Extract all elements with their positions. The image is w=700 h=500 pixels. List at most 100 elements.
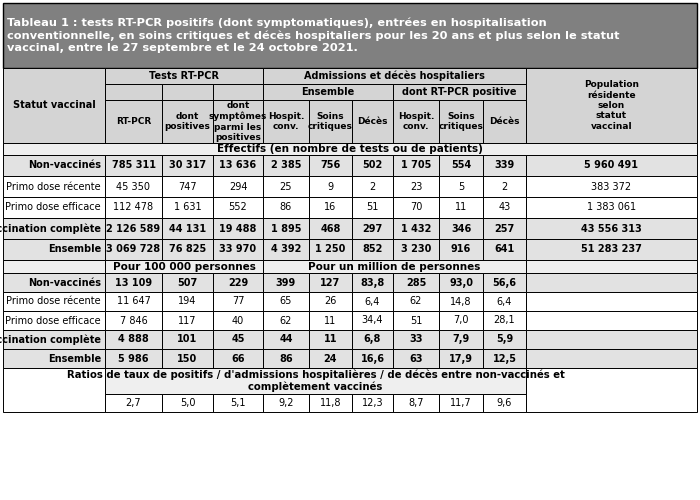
Bar: [213, 176, 263, 197]
Bar: [3, 155, 105, 176]
Bar: [483, 273, 526, 292]
Text: Soins
critiques: Soins critiques: [439, 112, 484, 131]
Text: 63: 63: [410, 354, 423, 364]
Bar: [213, 100, 263, 143]
Text: 6,4: 6,4: [365, 296, 380, 306]
Text: 43: 43: [498, 202, 510, 212]
Bar: [162, 176, 213, 197]
Text: 11,7: 11,7: [450, 398, 472, 408]
Bar: [483, 197, 526, 218]
Text: 25: 25: [280, 182, 293, 192]
Bar: [439, 273, 483, 292]
Text: 23: 23: [410, 182, 422, 192]
Bar: [263, 68, 526, 84]
Bar: [3, 311, 105, 330]
Text: 2,7: 2,7: [126, 398, 141, 408]
Text: 229: 229: [228, 278, 248, 287]
Text: Hospit.
conv.: Hospit. conv.: [398, 112, 434, 131]
Text: 6,4: 6,4: [497, 296, 512, 306]
Bar: [263, 311, 309, 330]
Bar: [526, 349, 697, 368]
Text: 502: 502: [363, 160, 383, 170]
Text: 2 385: 2 385: [271, 160, 301, 170]
Text: Tests RT-PCR: Tests RT-PCR: [149, 71, 219, 81]
Text: 5,1: 5,1: [230, 398, 246, 408]
Bar: [483, 311, 526, 330]
Bar: [309, 292, 352, 311]
Bar: [352, 155, 393, 176]
Bar: [309, 218, 352, 239]
Bar: [483, 394, 526, 412]
Bar: [439, 394, 483, 412]
Text: Ensemble: Ensemble: [48, 244, 101, 254]
Text: 13 636: 13 636: [219, 160, 257, 170]
Bar: [439, 292, 483, 311]
Bar: [483, 239, 526, 260]
Bar: [162, 197, 213, 218]
Text: 4 888: 4 888: [118, 334, 149, 344]
Text: 26: 26: [324, 296, 337, 306]
Text: 16: 16: [324, 202, 337, 212]
Bar: [393, 292, 439, 311]
Bar: [263, 155, 309, 176]
Bar: [3, 349, 105, 368]
Bar: [213, 311, 263, 330]
Bar: [263, 330, 309, 349]
Text: 1 631: 1 631: [174, 202, 202, 212]
Text: 9: 9: [328, 182, 334, 192]
Text: Hospit.
conv.: Hospit. conv.: [268, 112, 304, 131]
Text: dont RT-PCR positive: dont RT-PCR positive: [402, 87, 517, 97]
Bar: [526, 155, 697, 176]
Bar: [309, 197, 352, 218]
Bar: [105, 273, 162, 292]
Text: 916: 916: [451, 244, 471, 254]
Bar: [3, 143, 697, 155]
Bar: [3, 218, 105, 239]
Bar: [309, 349, 352, 368]
Text: 13 109: 13 109: [115, 278, 152, 287]
Text: 12,5: 12,5: [493, 354, 517, 364]
Bar: [526, 260, 697, 273]
Text: 150: 150: [177, 354, 197, 364]
Bar: [162, 349, 213, 368]
Text: 101: 101: [177, 334, 197, 344]
Text: 33 970: 33 970: [219, 244, 257, 254]
Bar: [3, 197, 105, 218]
Bar: [263, 100, 309, 143]
Bar: [213, 197, 263, 218]
Bar: [526, 197, 697, 218]
Text: 257: 257: [494, 224, 514, 234]
Bar: [393, 155, 439, 176]
Text: 44: 44: [279, 334, 293, 344]
Bar: [263, 273, 309, 292]
Text: 11: 11: [324, 316, 337, 326]
Text: Statut vaccinal: Statut vaccinal: [13, 100, 95, 110]
Text: Ensemble: Ensemble: [302, 87, 355, 97]
Text: 56,6: 56,6: [493, 278, 517, 287]
Text: 1 250: 1 250: [315, 244, 346, 254]
Bar: [105, 311, 162, 330]
Bar: [3, 273, 105, 292]
Bar: [263, 292, 309, 311]
Text: 33: 33: [410, 334, 423, 344]
Bar: [263, 349, 309, 368]
Bar: [162, 218, 213, 239]
Text: dont
symptômes
parmi les
positives: dont symptômes parmi les positives: [209, 101, 267, 142]
Text: Primo dose efficace: Primo dose efficace: [6, 202, 101, 212]
Bar: [162, 394, 213, 412]
Bar: [393, 197, 439, 218]
Text: 9,6: 9,6: [497, 398, 512, 408]
Text: 1 432: 1 432: [401, 224, 431, 234]
Text: Décès: Décès: [489, 117, 519, 126]
Bar: [393, 349, 439, 368]
Bar: [105, 330, 162, 349]
Text: 507: 507: [177, 278, 197, 287]
Text: 7 846: 7 846: [120, 316, 148, 326]
Bar: [439, 176, 483, 197]
Text: 62: 62: [280, 316, 292, 326]
Bar: [162, 84, 213, 100]
Text: 17,9: 17,9: [449, 354, 473, 364]
Text: 30 317: 30 317: [169, 160, 206, 170]
Text: 297: 297: [363, 224, 383, 234]
Text: Ensemble: Ensemble: [48, 354, 101, 364]
